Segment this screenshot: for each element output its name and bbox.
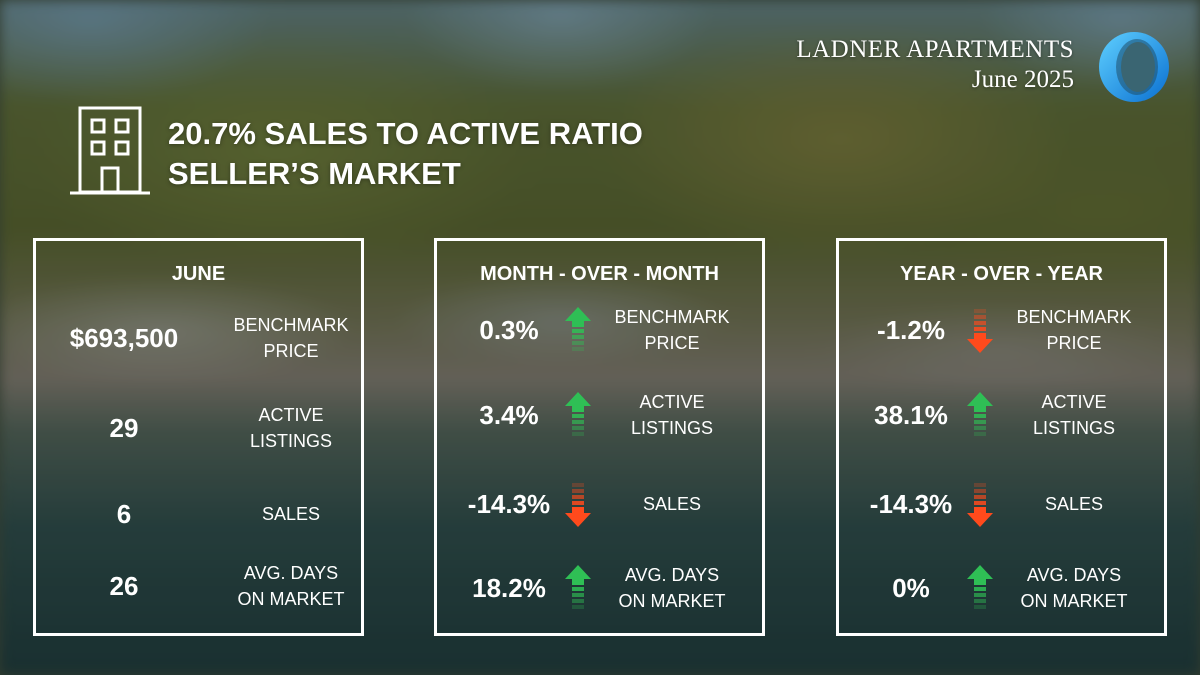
stat-value: 29 [109, 412, 139, 443]
stat-row-active-listings: 38.1% ACTIVE LISTINGS [839, 386, 1164, 444]
change-value: -1.2% [877, 314, 945, 345]
change-value: 18.2% [472, 572, 546, 603]
ring-logo-icon [1099, 32, 1169, 102]
change-value: -14.3% [467, 488, 551, 519]
stat-label: ACTIVE LISTINGS [1032, 392, 1116, 438]
arrow-up-icon [565, 565, 591, 609]
change-value: 3.4% [479, 399, 539, 430]
stat-label: ACTIVE LISTINGS [630, 392, 714, 438]
change-value: 0% [892, 572, 930, 603]
stat-label: SALES [261, 504, 321, 524]
stat-row-active-listings: 29 ACTIVE LISTINGS [36, 399, 361, 457]
stat-label: AVG. DAYS ON MARKET [1020, 565, 1128, 611]
arrow-up-icon [967, 565, 993, 609]
stat-label: BENCHMARK PRICE [614, 307, 730, 353]
year-over-year-panel: YEAR - OVER - YEAR -1.2% BENCHMARK PRICE … [836, 238, 1167, 636]
panel-title: JUNE [171, 263, 226, 285]
sales-ratio-text: 20.7% SALES TO ACTIVE RATIO [168, 116, 643, 151]
market-type-text: SELLER’S MARKET [168, 156, 461, 191]
stat-row-benchmark-price: -1.2% BENCHMARK PRICE [839, 301, 1164, 359]
stat-label: SALES [1044, 494, 1104, 514]
stat-row-benchmark-price: $693,500 BENCHMARK PRICE [36, 309, 361, 367]
change-value: 38.1% [874, 399, 948, 430]
arrow-down-icon [967, 483, 993, 527]
arrow-down-icon [565, 483, 591, 527]
brand-title: LADNER APARTMENTS [796, 36, 1074, 63]
brand-date: June 2025 [971, 66, 1074, 93]
stat-row-sales: 6 SALES [36, 485, 361, 543]
stat-label: SALES [642, 494, 702, 514]
arrow-up-icon [565, 392, 591, 436]
panel-title: YEAR - OVER - YEAR [900, 263, 1103, 285]
stat-row-sales: -14.3% SALES [839, 475, 1164, 533]
stat-row-benchmark-price: 0.3% BENCHMARK PRICE [437, 301, 762, 359]
hero-headline: 20.7% SALES TO ACTIVE RATIO SELLER’S MAR… [168, 114, 643, 194]
month-over-month-panel: MONTH - OVER - MONTH 0.3% BENCHMARK PRICE… [434, 238, 765, 636]
stat-row-avg-days: 18.2% AVG. DAYS ON MARKET [437, 559, 762, 617]
arrow-down-icon [967, 309, 993, 353]
stat-row-sales: -14.3% SALES [437, 475, 762, 533]
building-icon [70, 106, 150, 195]
stat-label: BENCHMARK PRICE [233, 315, 349, 361]
stat-label: AVG. DAYS ON MARKET [618, 565, 726, 611]
change-value: -14.3% [869, 488, 953, 519]
stat-label: ACTIVE LISTINGS [249, 405, 333, 451]
change-value: 0.3% [479, 314, 539, 345]
stat-value: 6 [116, 498, 132, 529]
brand-block: LADNER APARTMENTS June 2025 [796, 36, 1074, 94]
stat-row-avg-days: 26 AVG. DAYS ON MARKET [36, 557, 361, 615]
stat-value: $693,500 [69, 322, 179, 353]
stat-label: BENCHMARK PRICE [1016, 307, 1132, 353]
stat-value: 26 [109, 570, 139, 601]
panel-title: MONTH - OVER - MONTH [480, 263, 719, 285]
arrow-up-icon [967, 392, 993, 436]
stat-row-avg-days: 0% AVG. DAYS ON MARKET [839, 559, 1164, 617]
arrow-up-icon [565, 307, 591, 351]
stat-label: AVG. DAYS ON MARKET [237, 563, 345, 609]
june-panel: JUNE $693,500 BENCHMARK PRICE 29 ACTIVE LI… [33, 238, 364, 636]
stat-row-active-listings: 3.4% ACTIVE LISTINGS [437, 386, 762, 444]
